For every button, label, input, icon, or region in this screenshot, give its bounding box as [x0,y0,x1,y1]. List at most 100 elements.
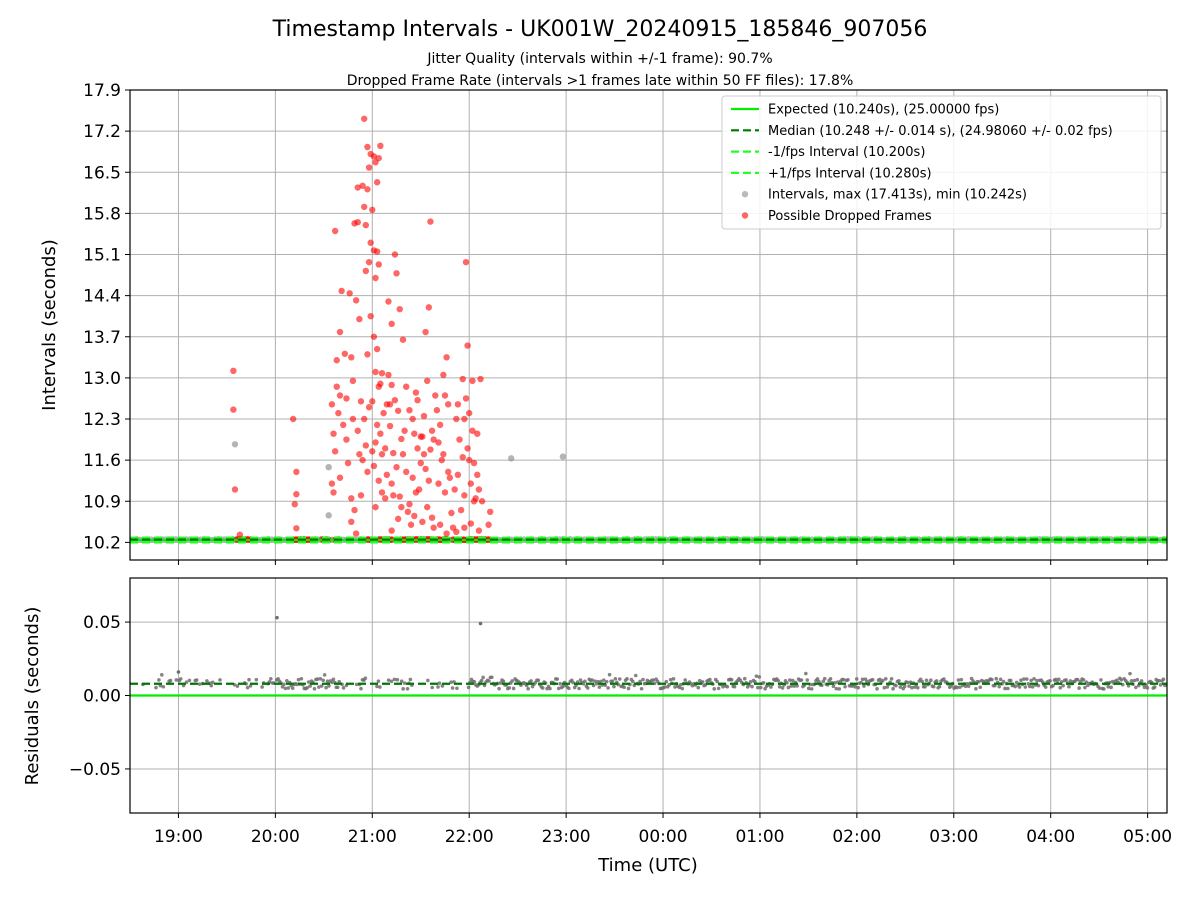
residual-point [651,678,655,682]
dropped-frame-point [443,530,450,537]
residual-point [668,677,673,682]
residual-point [1054,677,1058,682]
residual-point [761,680,766,685]
residual-point [359,686,363,691]
residual-point [613,676,618,681]
residual-point [290,686,295,690]
bottom-y-tick-label: 0.05 [83,613,121,633]
residual-point [924,678,929,683]
residual-point [641,677,645,682]
dropped-frame-point [475,486,483,493]
dropped-frame-point [436,521,444,528]
dropped-frame-point [415,486,423,493]
dropped-frame-point [333,383,340,390]
dropped-frame-point [352,530,360,537]
dropped-frame-point [373,345,381,353]
residual-point [756,685,760,690]
interval-point [325,512,332,519]
residual-point [335,685,340,690]
residual-point [715,679,719,684]
x-tick-label: 23:00 [542,827,591,847]
bottom-y-ticks: −0.05 0.00 0.05 [69,613,130,780]
dropped-frame-point [365,258,373,266]
residual-point [729,678,734,682]
residual-point [833,681,837,685]
residual-point [260,685,264,689]
dropped-frame-point [417,433,424,440]
residual-point [363,676,368,681]
residual-point [327,684,331,688]
residual-point [978,685,983,690]
residual-point [955,685,959,690]
residual-point [285,679,289,683]
residual-point [455,686,459,691]
dropped-frame-point [433,406,441,414]
dropped-frame-point [369,448,376,455]
residual-point [478,621,483,626]
dropped-frame-point [386,422,394,430]
dropped-frame-point [414,445,421,452]
residual-point [758,685,763,690]
dropped-frame-point [467,520,475,527]
dropped-frame-point [424,503,431,511]
dropped-frame-point [361,115,368,122]
residual-point [854,677,859,681]
legend-intervals-swatch [741,191,749,198]
residual-point [881,678,885,683]
dropped-frame-point [436,421,444,429]
dropped-frame-point [354,218,361,226]
residual-point [626,686,631,691]
residual-point [806,686,811,691]
residual-point [757,675,762,679]
residual-point [677,685,682,690]
dropped-frame-point [382,445,389,452]
residual-point [558,681,562,686]
dropped-frame-point [391,251,399,258]
dropped-frame-point [466,456,473,464]
residual-point [1129,679,1134,683]
residual-point [1119,677,1124,682]
dropped-frame-point [372,274,379,282]
residual-point [769,685,773,689]
residual-point [1109,685,1113,690]
residual-point [905,680,910,685]
dropped-frame-point [403,383,410,390]
x-tick-label: 05:00 [1123,827,1172,847]
dropped-frame-point [335,409,342,417]
legend-dropped-frames-label: Possible Dropped Frames [768,209,932,224]
residual-point [218,678,222,682]
dropped-frame-point [356,451,363,458]
residual-point [859,680,863,685]
residual-point [673,685,677,689]
residual-point [860,677,865,682]
residual-point [481,675,485,680]
residual-point [821,679,826,684]
residual-point [1022,677,1026,681]
residual-point [604,679,609,684]
dropped-frame-point [385,371,392,379]
dropped-frame-point [487,508,494,516]
x-tick-label: 21:00 [348,827,397,847]
residual-point [805,678,810,682]
top-y-tick-label: 14.4 [83,287,121,307]
residual-point [865,679,869,684]
top-panel-frame [129,89,1168,561]
residual-point [248,684,253,688]
residual-point [1132,678,1137,683]
residual-point [325,679,330,683]
residual-point [601,678,606,682]
x-tick-label: 22:00 [445,827,494,847]
residual-point [324,685,328,690]
bottom-y-tick-label: 0.00 [83,687,121,707]
residual-point [891,686,895,691]
residual-point [846,677,850,682]
residual-point [283,686,288,691]
residual-point [1029,678,1033,683]
residual-point [450,686,455,690]
dropped-frame-point [469,377,476,385]
dropped-frame-point [485,521,492,528]
dropped-frame-point [349,377,357,385]
dropped-frame-point [470,498,478,505]
residual-point [633,673,638,678]
residual-point [843,684,847,689]
